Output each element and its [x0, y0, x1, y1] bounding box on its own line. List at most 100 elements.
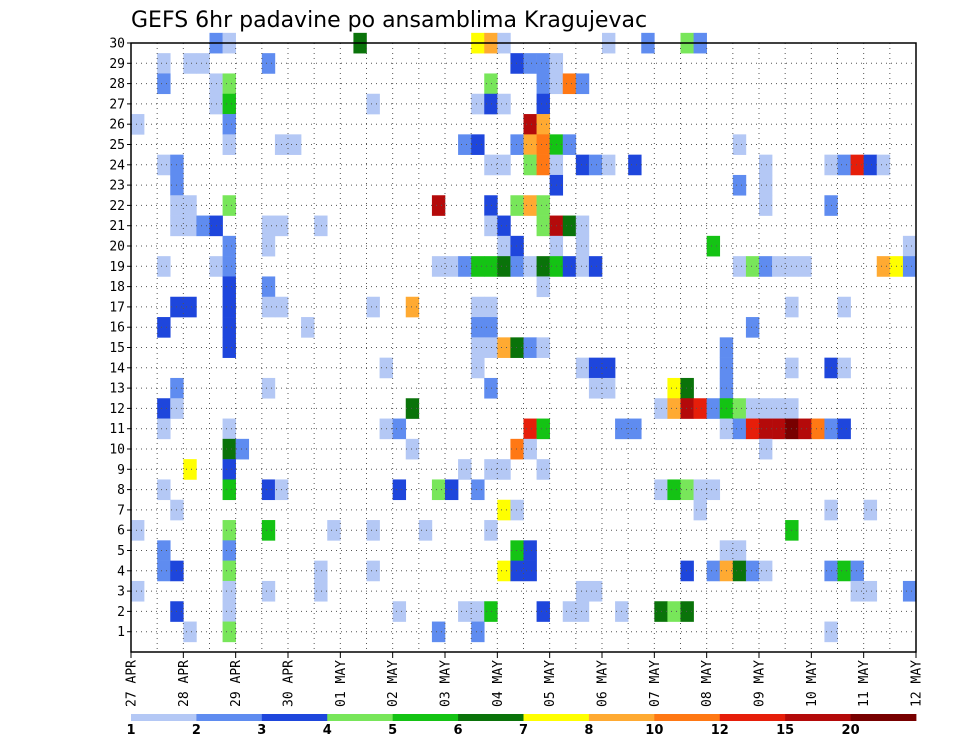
data-cell: [222, 317, 236, 338]
colorbar-swatch: [588, 714, 655, 721]
data-cell: [732, 174, 747, 196]
data-cell: [471, 621, 485, 643]
data-cell: [536, 195, 550, 216]
y-tick-label: 4: [117, 564, 125, 579]
y-tick-label: 12: [109, 402, 125, 417]
colorbar-swatch: [654, 714, 721, 721]
data-cell: [183, 459, 197, 480]
data-cell: [235, 438, 250, 460]
colorbar-label: 3: [257, 723, 266, 738]
data-cell: [732, 560, 747, 582]
data-cell: [536, 276, 550, 298]
data-cell: [850, 580, 864, 602]
data-cell: [366, 296, 380, 318]
data-cell: [562, 601, 577, 622]
data-cell: [588, 256, 603, 277]
data-cell: [418, 520, 433, 541]
data-cell: [575, 154, 590, 176]
data-cell: [183, 195, 197, 216]
data-cell: [680, 479, 694, 501]
y-tick-label: 21: [109, 219, 125, 234]
data-cell: [523, 337, 537, 358]
y-tick-label: 2: [117, 605, 125, 620]
y-tick-label: 14: [109, 361, 125, 376]
data-cell: [667, 479, 681, 501]
data-cell: [510, 499, 524, 521]
data-cell: [131, 114, 145, 135]
data-cell: [222, 134, 236, 155]
colorbar-swatch: [261, 714, 328, 721]
data-cell: [902, 256, 917, 277]
y-tick-label: 19: [109, 260, 125, 275]
colorbar-swatch: [719, 714, 786, 721]
data-cell: [222, 195, 236, 216]
data-cell: [157, 540, 171, 561]
data-cell: [497, 499, 511, 521]
data-cell: [510, 337, 524, 358]
data-cell: [497, 93, 511, 115]
y-tick-label: 10: [109, 443, 125, 458]
colorbar-swatch: [850, 714, 917, 721]
y-tick-label: 13: [109, 382, 125, 397]
data-cell: [222, 337, 236, 358]
data-cell: [667, 398, 681, 419]
data-cell: [471, 479, 485, 501]
data-cell: [261, 235, 276, 257]
data-cell: [405, 296, 420, 318]
colorbar-label: 20: [842, 723, 860, 738]
data-cell: [327, 520, 341, 541]
data-cell: [523, 256, 537, 277]
data-cell: [602, 154, 616, 176]
data-cell: [510, 134, 524, 155]
data-cell: [261, 296, 276, 318]
data-cell: [536, 114, 550, 135]
data-cell: [876, 154, 891, 176]
data-cell: [850, 154, 864, 176]
data-cell: [261, 215, 276, 237]
data-cell: [536, 154, 550, 176]
data-cell: [157, 479, 171, 501]
y-tick-label: 23: [109, 179, 125, 194]
data-cell: [772, 256, 786, 277]
data-cell: [536, 418, 550, 440]
data-cell: [523, 53, 537, 74]
data-cell: [497, 235, 511, 257]
data-cell: [837, 296, 851, 318]
data-cell: [471, 337, 485, 358]
data-cell: [575, 601, 590, 622]
x-tick-label: 07 MAY: [648, 660, 663, 707]
data-cell: [732, 418, 747, 440]
data-cell: [628, 154, 642, 176]
y-tick-label: 29: [109, 57, 125, 72]
data-cell: [536, 215, 550, 237]
colorbar-swatch: [392, 714, 459, 721]
data-cell: [484, 215, 498, 237]
data-cell: [536, 256, 550, 277]
colorbar-label: 8: [584, 723, 593, 738]
data-cell: [510, 195, 524, 216]
data-cell: [759, 195, 773, 216]
data-cell: [471, 357, 485, 379]
data-cell: [536, 53, 550, 74]
data-cell: [523, 114, 537, 135]
data-cell: [431, 256, 446, 277]
data-cell: [183, 215, 197, 237]
data-cell: [261, 377, 276, 399]
chart-title: GEFS 6hr padavine po ansamblima Kragujev…: [131, 8, 647, 33]
data-cell: [261, 53, 276, 74]
data-cell: [588, 154, 603, 176]
data-cell: [222, 459, 236, 480]
data-cell: [471, 317, 485, 338]
data-cell: [575, 580, 590, 602]
data-cell: [732, 540, 747, 561]
x-tick-label: 05 MAY: [543, 660, 558, 707]
data-cell: [510, 560, 524, 582]
data-cell: [798, 256, 812, 277]
data-cell: [588, 357, 603, 379]
colorbar-swatch: [196, 714, 263, 721]
data-cell: [706, 398, 721, 419]
data-cell: [458, 459, 472, 480]
colorbar-label: 15: [776, 723, 794, 738]
data-cell: [575, 215, 590, 237]
data-cell: [732, 256, 747, 277]
